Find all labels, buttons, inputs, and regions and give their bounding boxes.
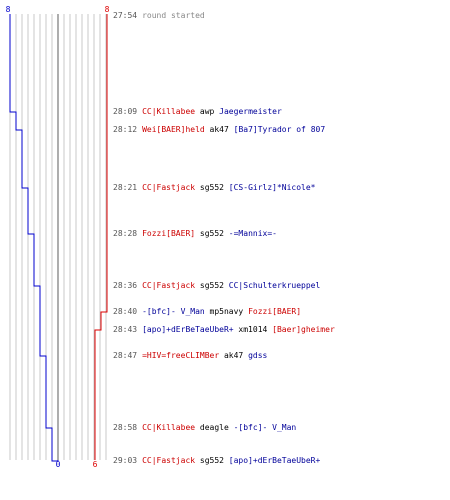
weapon-name: sg552 (195, 183, 229, 192)
event-time: 28:40 (113, 307, 138, 316)
round-timeline-graph: 8 8 0 6 (6, 5, 110, 469)
event-text: round started (142, 11, 205, 20)
event-time: 28:21 (113, 183, 138, 192)
round-start-entry: 27:54 round started (113, 11, 205, 21)
blue-player-name: Jaegermeister (219, 107, 282, 116)
blue-player-name: [apo]+dErBeTaeUbeR+ (142, 325, 234, 334)
blue-player-name: [CS-Girlz]*Nicole* (228, 183, 316, 192)
red-start-count: 8 (105, 5, 110, 14)
event-time: 28:12 (113, 125, 138, 134)
red-player-name: CC|Killabee (142, 107, 196, 116)
blue-player-name: -[bfc]- V_Man (233, 423, 297, 432)
kill-entry: 28:47 =HIV=freeCLIMBer ak47 gdss (113, 351, 267, 361)
red-player-name: CC|Fastjack (142, 281, 196, 290)
red-player-name: [Baer]gheimer (272, 325, 335, 334)
red-player-name: CC|Fastjack (142, 456, 196, 465)
weapon-name: ak47 (219, 351, 249, 360)
kill-entry: 28:09 CC|Killabee awp Jaegermeister (113, 107, 282, 117)
grid-lines (9, 14, 107, 460)
blue-player-name: [apo]+dErBeTaeUbeR+ (228, 456, 321, 465)
event-time: 28:28 (113, 229, 138, 238)
weapon-name: xm1014 (233, 325, 273, 334)
weapon-name: sg552 (195, 281, 229, 290)
red-team-alive-line (94, 14, 108, 460)
blue-player-name: CC|Schulterkrueppel (228, 281, 321, 290)
event-time: 29:03 (113, 456, 138, 465)
red-player-name: Fozzi[BAER] (248, 307, 302, 316)
red-player-name: CC|Killabee (142, 423, 196, 432)
event-time: 28:43 (113, 325, 138, 334)
event-time: 28:47 (113, 351, 138, 360)
blue-player-name: [Ba7]Tyrador of 807 (233, 125, 326, 134)
blue-player-name: -[bfc]- V_Man (142, 307, 205, 316)
kill-entry: 28:36 CC|Fastjack sg552 CC|Schulterkruepp… (113, 281, 320, 291)
red-end-count: 6 (93, 460, 98, 469)
weapon-name: sg552 (195, 456, 229, 465)
red-player-name: Fozzi[BAER] (142, 229, 196, 238)
blue-end-count: 0 (56, 460, 61, 469)
event-time: 28:58 (113, 423, 138, 432)
weapon-name: awp (195, 107, 220, 116)
blue-start-count: 8 (6, 5, 11, 14)
red-player-name: Wei[BAER]held (142, 125, 205, 134)
red-player-name: CC|Fastjack (142, 183, 196, 192)
blue-team-alive-line (9, 14, 59, 462)
kill-entry: 28:21 CC|Fastjack sg552 [CS-Girlz]*Nicole… (113, 183, 316, 193)
event-time: 27:54 (113, 11, 138, 20)
weapon-name: deagle (195, 423, 234, 432)
kill-entry: 28:28 Fozzi[BAER] sg552 -=Mannix=- (113, 229, 277, 239)
kill-entry: 29:03 CC|Fastjack sg552 [apo]+dErBeTaeUbe… (113, 456, 320, 466)
blue-player-name: gdss (248, 351, 268, 360)
kill-entry: 28:12 Wei[BAER]held ak47 [Ba7]Tyrador of … (113, 125, 325, 135)
weapon-name: ak47 (204, 125, 234, 134)
kill-entry: 28:40 -[bfc]- V_Man mp5navy Fozzi[BAER] (113, 307, 301, 317)
kill-entry: 28:58 CC|Killabee deagle -[bfc]- V_Man (113, 423, 296, 433)
event-time: 28:36 (113, 281, 138, 290)
weapon-name: sg552 (195, 229, 229, 238)
blue-player-name: -=Mannix=- (228, 229, 277, 238)
weapon-name: mp5navy (204, 307, 249, 316)
event-time: 28:09 (113, 107, 138, 116)
red-player-name: =HIV=freeCLIMBer (142, 351, 220, 360)
kill-entry: 28:43 [apo]+dErBeTaeUbeR+ xm1014 [Baer]gh… (113, 325, 335, 335)
